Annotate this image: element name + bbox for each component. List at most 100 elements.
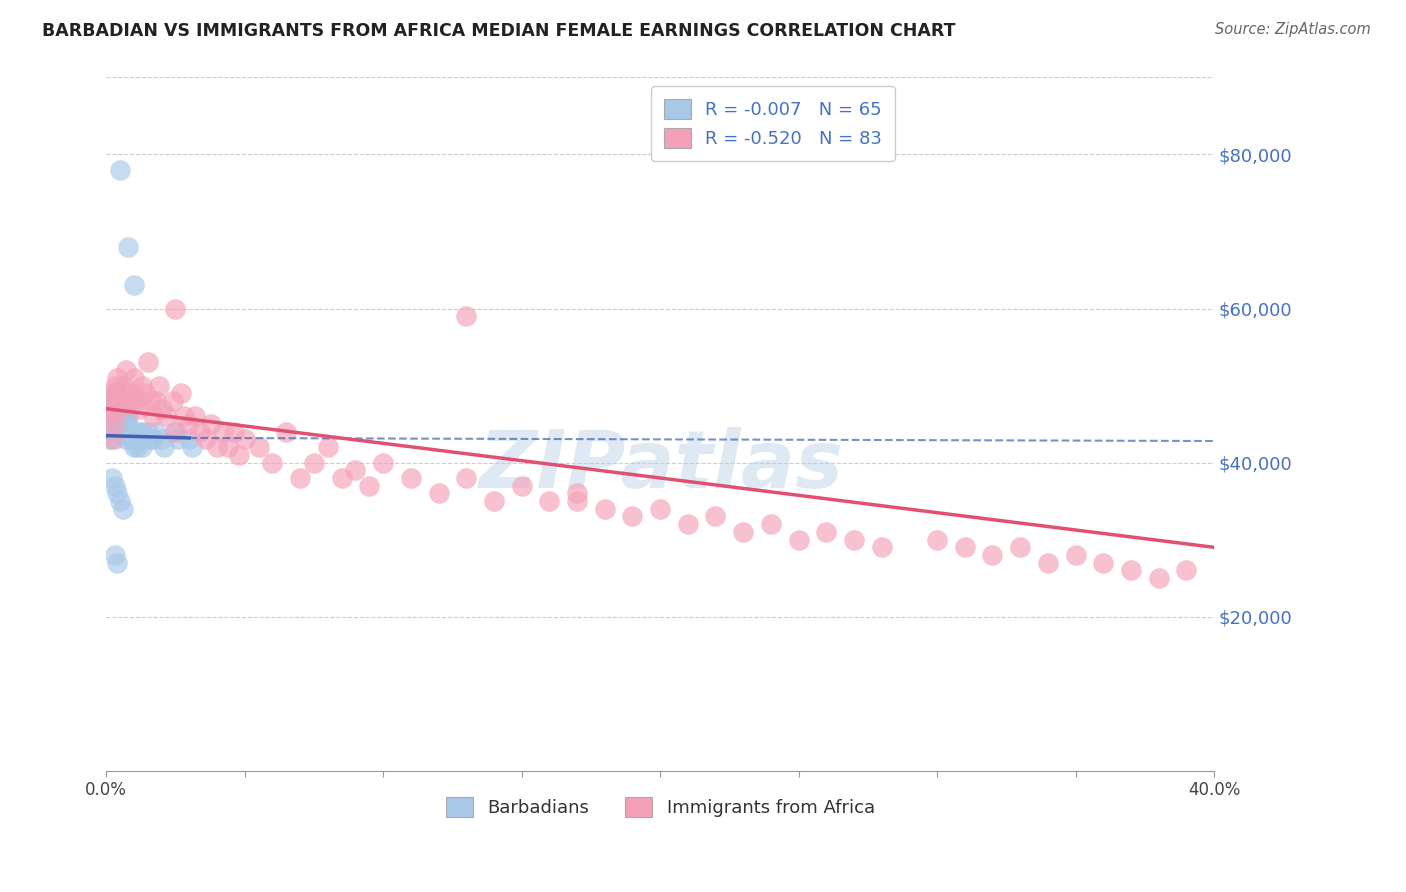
Point bbox=[648, 501, 671, 516]
Point bbox=[399, 471, 422, 485]
Point bbox=[120, 425, 142, 439]
Point bbox=[676, 517, 699, 532]
Point bbox=[100, 409, 122, 424]
Point bbox=[870, 541, 893, 555]
Point bbox=[105, 401, 128, 416]
Point bbox=[108, 425, 131, 439]
Point bbox=[122, 371, 145, 385]
Point bbox=[482, 494, 505, 508]
Text: Source: ZipAtlas.com: Source: ZipAtlas.com bbox=[1215, 22, 1371, 37]
Point bbox=[181, 440, 204, 454]
Text: BARBADIAN VS IMMIGRANTS FROM AFRICA MEDIAN FEMALE EARNINGS CORRELATION CHART: BARBADIAN VS IMMIGRANTS FROM AFRICA MEDI… bbox=[42, 22, 956, 40]
Point bbox=[427, 486, 450, 500]
Point bbox=[98, 409, 121, 424]
Point bbox=[100, 417, 122, 431]
Point bbox=[205, 440, 228, 454]
Point bbox=[114, 363, 136, 377]
Point bbox=[117, 409, 139, 424]
Point bbox=[173, 409, 195, 424]
Point bbox=[184, 409, 207, 424]
Point bbox=[150, 401, 173, 416]
Point bbox=[316, 440, 339, 454]
Point bbox=[165, 301, 187, 316]
Point bbox=[704, 509, 727, 524]
Point bbox=[145, 425, 167, 439]
Point bbox=[114, 433, 136, 447]
Point bbox=[131, 440, 153, 454]
Point bbox=[1175, 563, 1198, 577]
Point bbox=[108, 417, 131, 431]
Point bbox=[125, 440, 148, 454]
Point bbox=[111, 417, 134, 431]
Point bbox=[228, 448, 250, 462]
Point bbox=[105, 386, 128, 401]
Point bbox=[98, 425, 121, 439]
Point bbox=[190, 425, 212, 439]
Point bbox=[1147, 571, 1170, 585]
Point bbox=[211, 425, 233, 439]
Point bbox=[111, 501, 134, 516]
Point bbox=[117, 386, 139, 401]
Point bbox=[103, 394, 125, 409]
Point bbox=[100, 471, 122, 485]
Point bbox=[1092, 556, 1115, 570]
Point bbox=[276, 425, 298, 439]
Point bbox=[122, 386, 145, 401]
Point bbox=[759, 517, 782, 532]
Point bbox=[98, 409, 121, 424]
Point bbox=[167, 433, 190, 447]
Point bbox=[538, 494, 561, 508]
Point bbox=[217, 440, 239, 454]
Point bbox=[117, 240, 139, 254]
Point bbox=[131, 425, 153, 439]
Point bbox=[222, 425, 245, 439]
Point bbox=[105, 486, 128, 500]
Point bbox=[125, 394, 148, 409]
Point bbox=[787, 533, 810, 547]
Point bbox=[108, 401, 131, 416]
Point bbox=[330, 471, 353, 485]
Point bbox=[114, 409, 136, 424]
Point bbox=[153, 440, 176, 454]
Point bbox=[621, 509, 644, 524]
Point bbox=[156, 409, 179, 424]
Point bbox=[108, 162, 131, 177]
Point bbox=[981, 548, 1004, 562]
Point bbox=[136, 425, 159, 439]
Legend: Barbadians, Immigrants from Africa: Barbadians, Immigrants from Africa bbox=[439, 789, 882, 824]
Point bbox=[139, 394, 162, 409]
Point bbox=[120, 394, 142, 409]
Point bbox=[179, 417, 201, 431]
Point bbox=[100, 401, 122, 416]
Point bbox=[150, 433, 173, 447]
Point bbox=[100, 394, 122, 409]
Point bbox=[128, 401, 150, 416]
Point bbox=[510, 478, 533, 492]
Point bbox=[953, 541, 976, 555]
Point bbox=[103, 548, 125, 562]
Point bbox=[120, 433, 142, 447]
Point bbox=[108, 409, 131, 424]
Point bbox=[114, 417, 136, 431]
Point bbox=[105, 556, 128, 570]
Point bbox=[925, 533, 948, 547]
Point bbox=[103, 417, 125, 431]
Point bbox=[136, 355, 159, 369]
Point bbox=[262, 456, 284, 470]
Point bbox=[117, 417, 139, 431]
Point bbox=[122, 278, 145, 293]
Point bbox=[105, 394, 128, 409]
Point bbox=[105, 386, 128, 401]
Point bbox=[373, 456, 395, 470]
Point bbox=[145, 394, 167, 409]
Point bbox=[142, 409, 165, 424]
Point bbox=[247, 440, 270, 454]
Point bbox=[170, 386, 193, 401]
Point bbox=[103, 409, 125, 424]
Point bbox=[344, 463, 367, 477]
Point bbox=[134, 386, 156, 401]
Point bbox=[1119, 563, 1142, 577]
Point bbox=[105, 417, 128, 431]
Point bbox=[103, 394, 125, 409]
Point bbox=[1036, 556, 1059, 570]
